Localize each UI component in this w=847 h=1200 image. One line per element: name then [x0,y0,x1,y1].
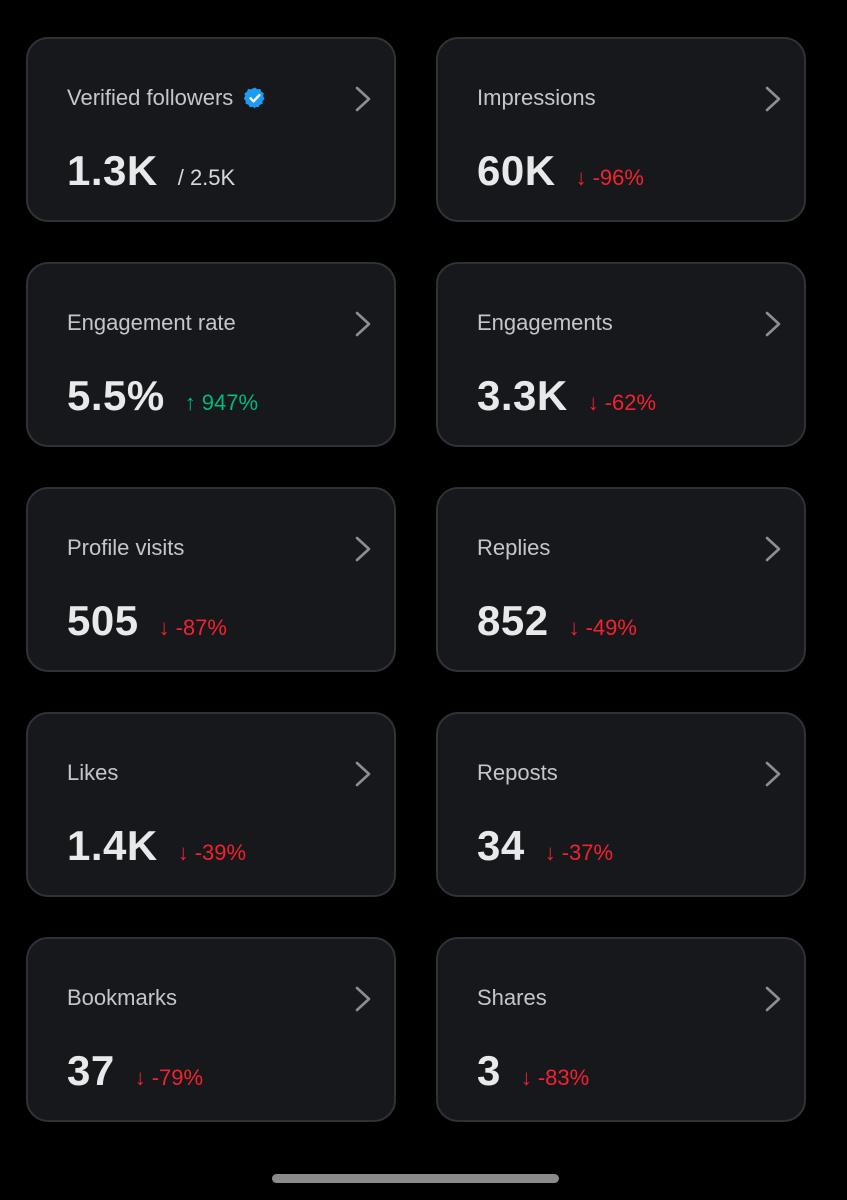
card-label-text: Reposts [477,760,558,785]
card-label: Profile visits [67,535,184,561]
chevron-right-icon [765,86,781,112]
card-label-text: Replies [477,535,551,560]
card-label: Reposts [477,760,558,786]
card-label: Verified followers [67,85,267,111]
value-row: 60K ↓ -96% [477,147,644,195]
value-row: 37 ↓ -79% [67,1047,203,1095]
arrow-down-icon: ↓ [544,840,556,865]
metric-value: 37 [67,1047,115,1094]
card-label-text: Impressions [477,85,596,110]
chevron-right-icon [765,761,781,787]
card-label-text: Engagements [477,310,613,335]
chevron-right-icon [355,311,371,337]
value-row: 3 ↓ -83% [477,1047,589,1095]
metric-change: ↓ -62% [588,390,656,416]
card-label: Likes [67,760,118,786]
metric-change: ↓ -79% [135,1065,203,1091]
card-reposts[interactable]: Reposts 34 ↓ -37% [436,712,806,897]
card-label-text: Shares [477,985,547,1010]
metric-change-text: -49% [585,615,637,640]
value-row: 1.3K / 2.5K [67,147,235,195]
metric-value: 34 [477,822,525,869]
value-row: 34 ↓ -37% [477,822,613,870]
metric-change-text: -39% [194,840,247,865]
home-indicator-bar[interactable] [272,1174,559,1183]
metric-change-text: -62% [604,390,657,415]
card-verified-followers[interactable]: Verified followers 1.3K / 2.5K [26,37,396,222]
chevron-right-icon [355,536,371,562]
verified-badge-icon [244,87,265,109]
metric-change: ↓ -39% [178,840,246,866]
metric-value: 505 [67,597,139,644]
value-row: 852 ↓ -49% [477,597,637,645]
metric-change: ↑ 947% [185,390,258,416]
card-label: Engagement rate [67,310,236,336]
chevron-right-icon [765,986,781,1012]
metric-change-text: -96% [592,165,644,190]
metric-change: ↓ -83% [521,1065,589,1091]
chevron-right-icon [765,311,781,337]
chevron-right-icon [355,86,371,112]
card-profile-visits[interactable]: Profile visits 505 ↓ -87% [26,487,396,672]
metric-value: 852 [477,597,549,644]
chevron-right-icon [355,761,371,787]
arrow-down-icon: ↓ [134,1065,146,1090]
metric-change: ↓ -37% [545,840,613,866]
card-label-text: Verified followers [67,85,234,110]
metric-change-text: -87% [175,615,227,640]
chevron-right-icon [355,986,371,1012]
arrow-down-icon: ↓ [587,390,599,415]
metric-value: 3 [477,1047,501,1094]
value-row: 3.3K ↓ -62% [477,372,656,420]
chevron-right-icon [765,536,781,562]
metric-change-text: -79% [151,1065,204,1090]
metric-value: 1.4K [67,822,158,869]
card-label-text: Engagement rate [67,310,236,335]
metric-value: 5.5% [67,372,165,419]
card-label-text: Likes [67,760,119,785]
card-label: Engagements [477,310,613,336]
card-likes[interactable]: Likes 1.4K ↓ -39% [26,712,396,897]
metric-change-text: -37% [561,840,614,865]
metrics-grid: Verified followers 1.3K / 2.5K Impressio… [26,37,806,1122]
metric-value: 60K [477,147,556,194]
value-row: 5.5% ↑ 947% [67,372,258,420]
arrow-down-icon: ↓ [575,165,587,190]
card-label: Impressions [477,85,596,111]
metric-change-text: 947% [201,390,259,415]
card-bookmarks[interactable]: Bookmarks 37 ↓ -79% [26,937,396,1122]
value-row: 1.4K ↓ -39% [67,822,246,870]
card-engagements[interactable]: Engagements 3.3K ↓ -62% [436,262,806,447]
card-shares[interactable]: Shares 3 ↓ -83% [436,937,806,1122]
metric-change-text: -83% [537,1065,590,1090]
card-label: Bookmarks [67,985,177,1011]
card-label-text: Bookmarks [67,985,178,1010]
card-label: Shares [477,985,547,1011]
metric-value: 1.3K [67,147,158,194]
metric-value: 3.3K [477,372,568,419]
arrow-down-icon: ↓ [158,615,170,640]
arrow-down-icon: ↓ [568,615,580,640]
metric-change: ↓ -49% [569,615,637,641]
card-impressions[interactable]: Impressions 60K ↓ -96% [436,37,806,222]
card-engagement-rate[interactable]: Engagement rate 5.5% ↑ 947% [26,262,396,447]
arrow-down-icon: ↓ [177,840,189,865]
arrow-down-icon: ↓ [520,1065,532,1090]
metric-change: ↓ -87% [159,615,227,641]
metric-total: / 2.5K [177,165,236,190]
arrow-up-icon: ↑ [184,390,196,415]
card-label-text: Profile visits [67,535,185,560]
metric-change: ↓ -96% [576,165,644,191]
card-label: Replies [477,535,550,561]
card-replies[interactable]: Replies 852 ↓ -49% [436,487,806,672]
value-row: 505 ↓ -87% [67,597,227,645]
